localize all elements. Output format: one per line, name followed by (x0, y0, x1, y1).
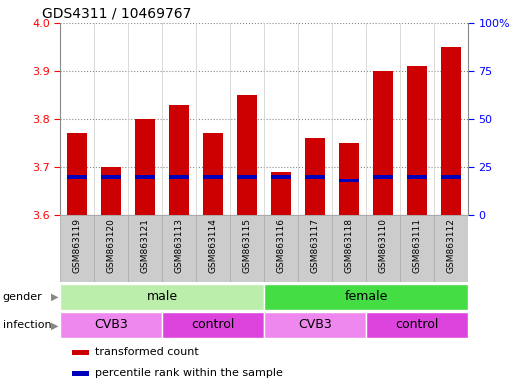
Text: GSM863110: GSM863110 (379, 218, 388, 273)
Bar (162, 215, 196, 282)
Text: male: male (146, 290, 178, 303)
Text: percentile rank within the sample: percentile rank within the sample (95, 368, 283, 378)
Bar (264, 284, 468, 310)
Bar (264, 313, 366, 338)
Bar (72, 349, 89, 355)
Bar (339, 143, 359, 215)
Text: CVB3: CVB3 (94, 318, 128, 331)
Bar (373, 71, 393, 215)
Text: GSM863116: GSM863116 (277, 218, 286, 273)
Bar (101, 167, 121, 215)
Text: GSM863120: GSM863120 (107, 218, 116, 273)
Bar (305, 175, 325, 179)
Bar (162, 313, 264, 338)
Text: infection: infection (3, 320, 51, 331)
Bar (366, 215, 400, 282)
Bar (60, 313, 162, 338)
Bar (407, 66, 427, 215)
Bar (339, 179, 359, 182)
Bar (441, 175, 461, 179)
Text: GSM863114: GSM863114 (209, 218, 218, 273)
Bar (169, 175, 189, 179)
Bar (434, 215, 468, 282)
Bar (271, 172, 291, 215)
Bar (67, 134, 87, 215)
Text: control: control (191, 318, 235, 331)
Bar (373, 175, 393, 179)
Bar (298, 215, 332, 282)
Bar (135, 119, 155, 215)
Text: ▶: ▶ (51, 320, 59, 331)
Text: GDS4311 / 10469767: GDS4311 / 10469767 (42, 7, 191, 20)
Bar (441, 47, 461, 215)
Bar (169, 104, 189, 215)
Bar (230, 215, 264, 282)
Bar (94, 215, 128, 282)
Bar (60, 215, 94, 282)
Bar (264, 215, 298, 282)
Bar (72, 371, 89, 376)
Bar (101, 175, 121, 179)
Text: CVB3: CVB3 (298, 318, 332, 331)
Bar (271, 175, 291, 179)
Bar (237, 95, 257, 215)
Text: GSM863119: GSM863119 (73, 218, 82, 273)
Bar (366, 313, 468, 338)
Bar (400, 215, 434, 282)
Text: GSM863118: GSM863118 (345, 218, 354, 273)
Bar (67, 175, 87, 179)
Bar (196, 215, 230, 282)
Text: control: control (395, 318, 439, 331)
Text: ▶: ▶ (51, 291, 59, 302)
Text: female: female (345, 290, 388, 303)
Bar (332, 215, 366, 282)
Text: gender: gender (3, 291, 42, 302)
Bar (128, 215, 162, 282)
Bar (135, 175, 155, 179)
Bar (305, 138, 325, 215)
Text: GSM863121: GSM863121 (141, 218, 150, 273)
Text: GSM863117: GSM863117 (311, 218, 320, 273)
Text: GSM863115: GSM863115 (243, 218, 252, 273)
Bar (203, 134, 223, 215)
Bar (60, 284, 264, 310)
Text: GSM863113: GSM863113 (175, 218, 184, 273)
Bar (237, 175, 257, 179)
Bar (407, 175, 427, 179)
Bar (203, 175, 223, 179)
Text: GSM863112: GSM863112 (447, 218, 456, 273)
Text: GSM863111: GSM863111 (413, 218, 422, 273)
Text: transformed count: transformed count (95, 347, 199, 357)
